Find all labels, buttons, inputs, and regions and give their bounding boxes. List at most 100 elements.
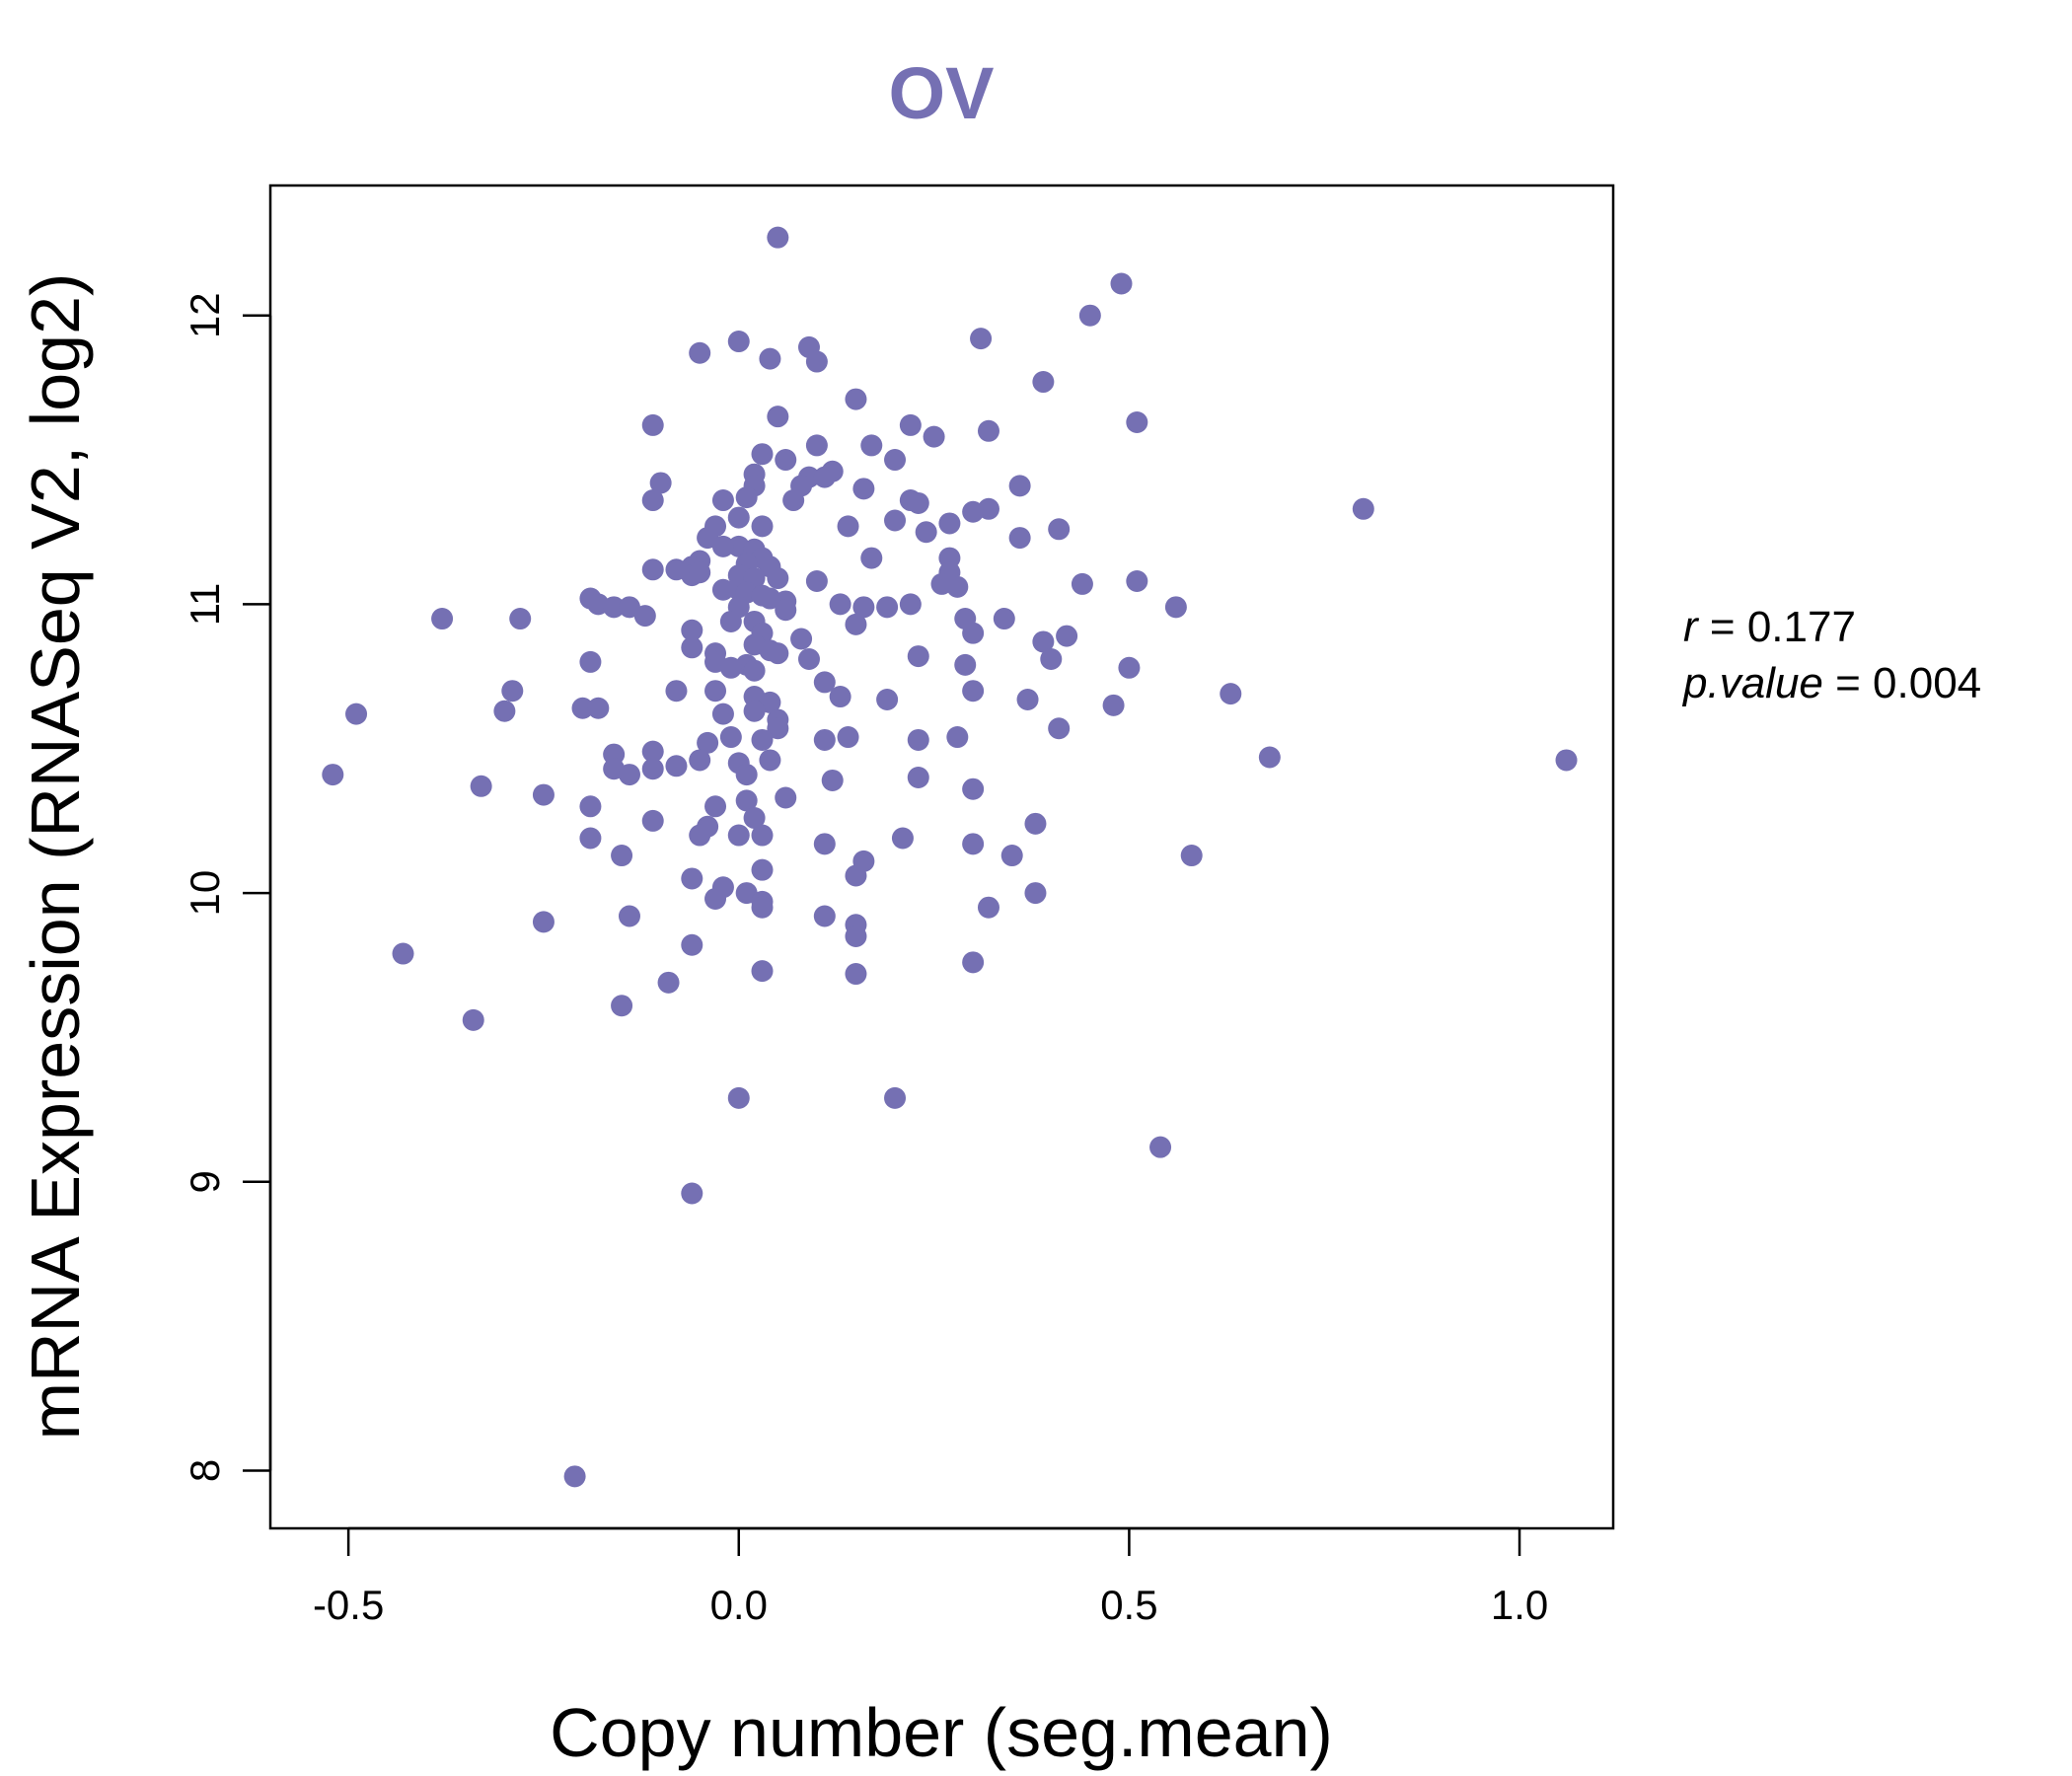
data-point bbox=[813, 466, 836, 488]
data-point bbox=[1008, 527, 1031, 550]
data-point bbox=[775, 599, 797, 622]
data-point bbox=[322, 764, 344, 786]
data-point bbox=[462, 1008, 484, 1031]
data-point bbox=[743, 806, 766, 829]
x-tick-label: 0.0 bbox=[710, 1582, 768, 1628]
y-tick-label: 12 bbox=[182, 292, 228, 338]
data-point bbox=[689, 341, 711, 364]
chart-title: OV bbox=[889, 52, 995, 134]
data-point bbox=[743, 659, 766, 682]
data-point bbox=[977, 419, 999, 442]
data-point bbox=[1000, 845, 1023, 867]
y-tick-label: 11 bbox=[182, 583, 228, 627]
data-point bbox=[1220, 683, 1242, 705]
data-point bbox=[665, 680, 688, 703]
data-point bbox=[704, 680, 727, 703]
data-point bbox=[876, 688, 899, 710]
data-point bbox=[641, 489, 664, 512]
data-point bbox=[837, 515, 859, 538]
r-label: r bbox=[1683, 603, 1700, 651]
data-point bbox=[689, 749, 711, 772]
data-point bbox=[1008, 475, 1031, 497]
y-axis-title: mRNA Expression (RNASeq V2, log2) bbox=[17, 273, 94, 1441]
data-point bbox=[689, 561, 711, 584]
data-point bbox=[579, 827, 602, 850]
data-point bbox=[532, 783, 555, 806]
x-axis-title: Copy number (seg.mean) bbox=[550, 1694, 1333, 1771]
data-point bbox=[681, 1182, 703, 1205]
r-equals: = bbox=[1710, 603, 1747, 651]
data-point bbox=[1078, 304, 1101, 327]
data-point bbox=[633, 605, 656, 628]
data-point bbox=[1352, 497, 1374, 520]
data-point bbox=[470, 775, 492, 797]
data-point bbox=[681, 619, 703, 641]
data-point bbox=[719, 656, 742, 679]
data-point bbox=[1164, 596, 1187, 619]
data-point bbox=[759, 749, 781, 772]
data-point bbox=[977, 896, 999, 919]
data-point bbox=[431, 608, 454, 630]
data-point bbox=[689, 824, 711, 847]
data-point bbox=[1118, 656, 1141, 679]
data-point bbox=[852, 478, 875, 500]
data-point bbox=[923, 425, 945, 448]
data-point bbox=[727, 824, 750, 847]
data-point bbox=[1258, 746, 1281, 769]
data-point bbox=[1149, 1136, 1172, 1158]
data-point bbox=[852, 596, 875, 619]
data-point bbox=[775, 449, 797, 472]
data-point bbox=[907, 491, 929, 514]
data-point bbox=[813, 905, 836, 927]
data-point bbox=[884, 1086, 907, 1109]
data-point bbox=[837, 726, 859, 749]
data-point bbox=[860, 547, 883, 569]
y-axis: 8 9 10 11 12 bbox=[182, 292, 272, 1482]
data-point bbox=[579, 650, 602, 673]
data-point bbox=[751, 960, 774, 983]
data-point bbox=[891, 827, 914, 850]
data-point bbox=[813, 833, 836, 855]
data-point bbox=[563, 1465, 586, 1488]
data-point bbox=[829, 686, 851, 708]
data-point bbox=[970, 328, 993, 350]
data-point bbox=[611, 845, 633, 867]
data-point bbox=[946, 726, 969, 749]
data-point bbox=[1126, 569, 1148, 592]
data-point bbox=[962, 680, 985, 703]
data-point bbox=[1032, 630, 1055, 653]
data-point bbox=[1126, 411, 1148, 434]
data-point bbox=[899, 593, 922, 616]
data-point bbox=[681, 867, 703, 890]
data-point bbox=[751, 728, 774, 751]
data-point bbox=[711, 535, 734, 557]
data-point bbox=[657, 971, 680, 994]
y-tick-label: 8 bbox=[182, 1459, 228, 1482]
data-point bbox=[845, 388, 867, 410]
data-point bbox=[751, 858, 774, 881]
data-point bbox=[767, 717, 789, 740]
data-point bbox=[876, 596, 899, 619]
data-point bbox=[1071, 572, 1093, 595]
data-point bbox=[727, 1086, 750, 1109]
data-point bbox=[1024, 812, 1047, 835]
data-point bbox=[743, 700, 766, 722]
data-point bbox=[821, 769, 844, 791]
r-value: 0.177 bbox=[1747, 603, 1856, 651]
data-point bbox=[946, 575, 969, 598]
x-tick-label: -0.5 bbox=[313, 1582, 384, 1628]
data-point bbox=[759, 347, 781, 370]
data-point bbox=[845, 864, 867, 887]
data-point bbox=[611, 995, 633, 1017]
data-point bbox=[1056, 625, 1078, 647]
data-point bbox=[1032, 371, 1055, 394]
data-point bbox=[860, 434, 883, 457]
data-point bbox=[681, 636, 703, 659]
data-point bbox=[719, 726, 742, 749]
svg-text:r = 0.177: r = 0.177 bbox=[1683, 603, 1856, 651]
data-point bbox=[884, 509, 907, 532]
data-point bbox=[1048, 518, 1071, 541]
data-point bbox=[805, 434, 828, 457]
data-point bbox=[711, 489, 734, 512]
